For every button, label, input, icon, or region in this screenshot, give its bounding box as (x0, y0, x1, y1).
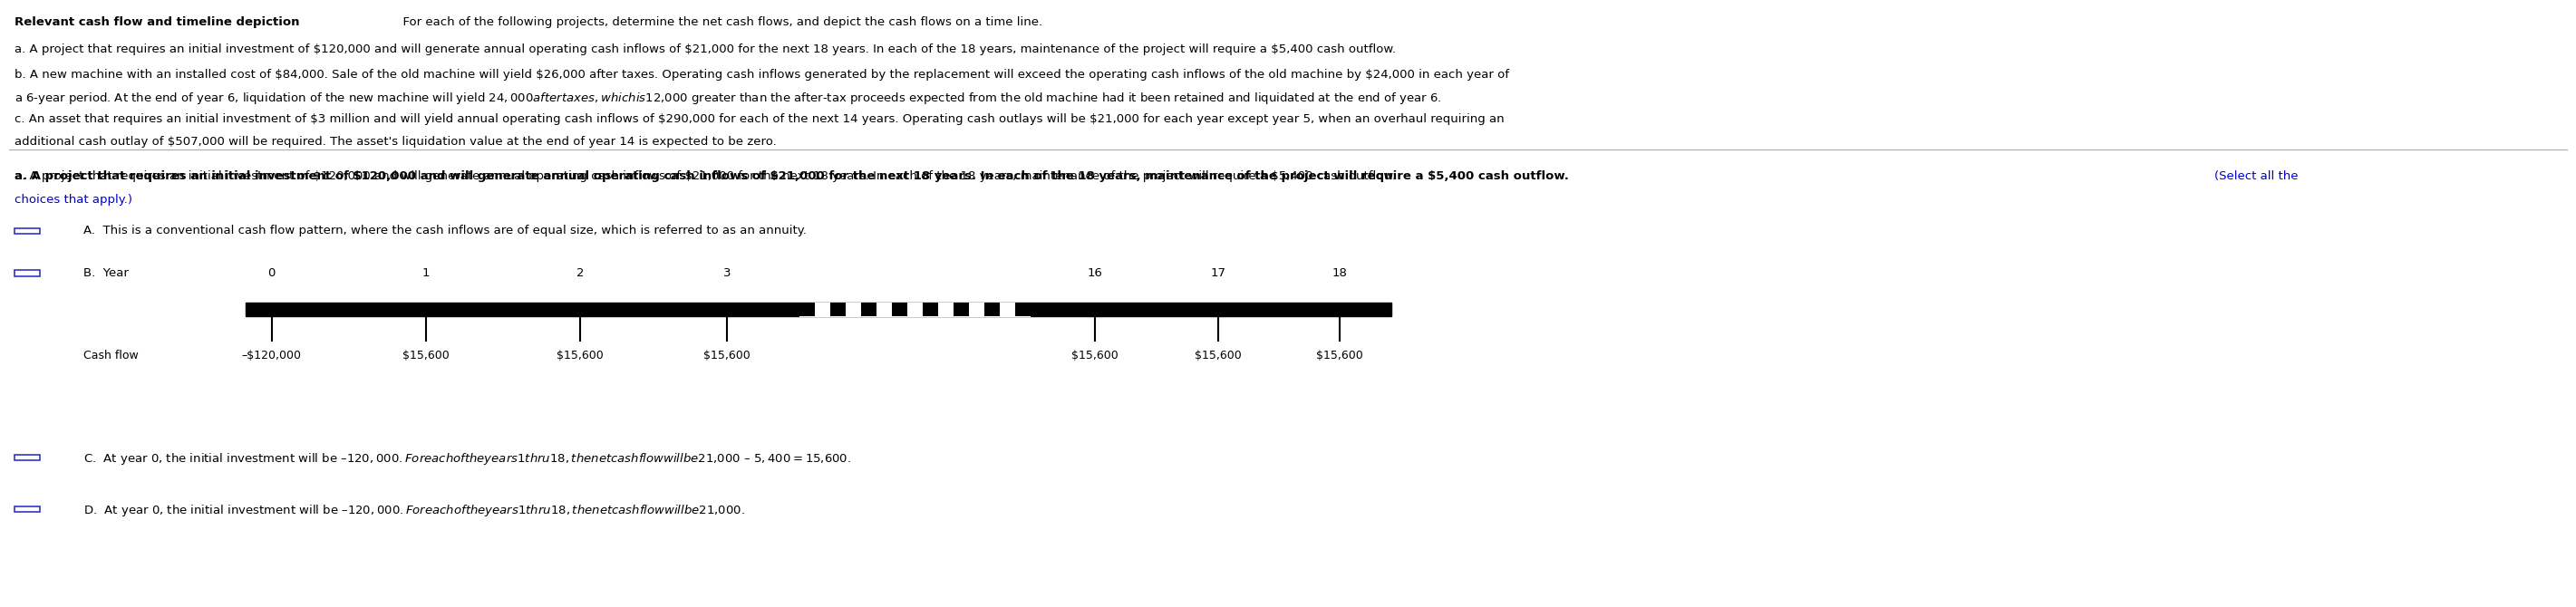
Bar (953, 303, 969, 316)
Text: C.  At year 0, the initial investment will be –$120,000.  For each of the years : C. At year 0, the initial investment wil… (82, 452, 853, 467)
Text: a 6-year period. At the end of year 6, liquidation of the new machine will yield: a 6-year period. At the end of year 6, l… (13, 90, 1440, 106)
Text: b. A new machine with an installed cost of $84,000. Sale of the old machine will: b. A new machine with an installed cost … (13, 69, 1510, 81)
Text: B.  Year: B. Year (82, 267, 129, 279)
Text: –$120,000: –$120,000 (242, 350, 301, 361)
Bar (799, 302, 1030, 317)
Bar (984, 303, 999, 316)
Text: For each of the following projects, determine the net cash flows, and depict the: For each of the following projects, dete… (394, 16, 1043, 28)
Text: 1: 1 (422, 267, 430, 279)
Text: $15,600: $15,600 (1316, 350, 1363, 361)
Text: 2: 2 (577, 267, 585, 279)
Text: $15,600: $15,600 (1072, 350, 1118, 361)
Text: c. An asset that requires an initial investment of $3 million and will yield ann: c. An asset that requires an initial inv… (13, 114, 1504, 126)
Text: Cash flow: Cash flow (82, 350, 139, 361)
Bar (860, 303, 876, 316)
Text: choices that apply.): choices that apply.) (13, 194, 131, 205)
Bar (922, 303, 938, 316)
Text: A.  This is a conventional cash flow pattern, where the cash inflows are of equa: A. This is a conventional cash flow patt… (82, 225, 806, 237)
FancyBboxPatch shape (13, 455, 39, 461)
Bar (829, 303, 845, 316)
Bar (891, 303, 907, 316)
Bar (799, 303, 814, 316)
Text: $15,600: $15,600 (1195, 350, 1242, 361)
Text: 3: 3 (724, 267, 732, 279)
Text: 18: 18 (1332, 267, 1347, 279)
Text: 16: 16 (1087, 267, 1103, 279)
Text: $15,600: $15,600 (402, 350, 448, 361)
Text: (Select all the: (Select all the (2215, 171, 2298, 182)
Text: $15,600: $15,600 (703, 350, 750, 361)
Text: 17: 17 (1211, 267, 1226, 279)
Text: 0: 0 (268, 267, 276, 279)
FancyBboxPatch shape (13, 506, 39, 512)
Text: a. A project that requires an initial investment of $120,000 and will generate a: a. A project that requires an initial in… (13, 171, 1404, 182)
Text: additional cash outlay of $507,000 will be required. The asset's liquidation val: additional cash outlay of $507,000 will … (13, 135, 775, 148)
FancyBboxPatch shape (13, 228, 39, 234)
FancyBboxPatch shape (13, 270, 39, 276)
Text: Relevant cash flow and timeline depiction: Relevant cash flow and timeline depictio… (13, 16, 299, 28)
Bar (245, 303, 1391, 316)
Text: a. A project that requires an initial investment of $120,000 and will generate a: a. A project that requires an initial in… (13, 44, 1396, 55)
Text: D.  At year 0, the initial investment will be –$120,000.  For each of the years : D. At year 0, the initial investment wil… (82, 503, 744, 518)
Text: $15,600: $15,600 (556, 350, 603, 361)
Text: a. A project that requires an initial investment of $120,000 and will generate a: a. A project that requires an initial in… (13, 171, 1577, 182)
Bar (1015, 303, 1030, 316)
